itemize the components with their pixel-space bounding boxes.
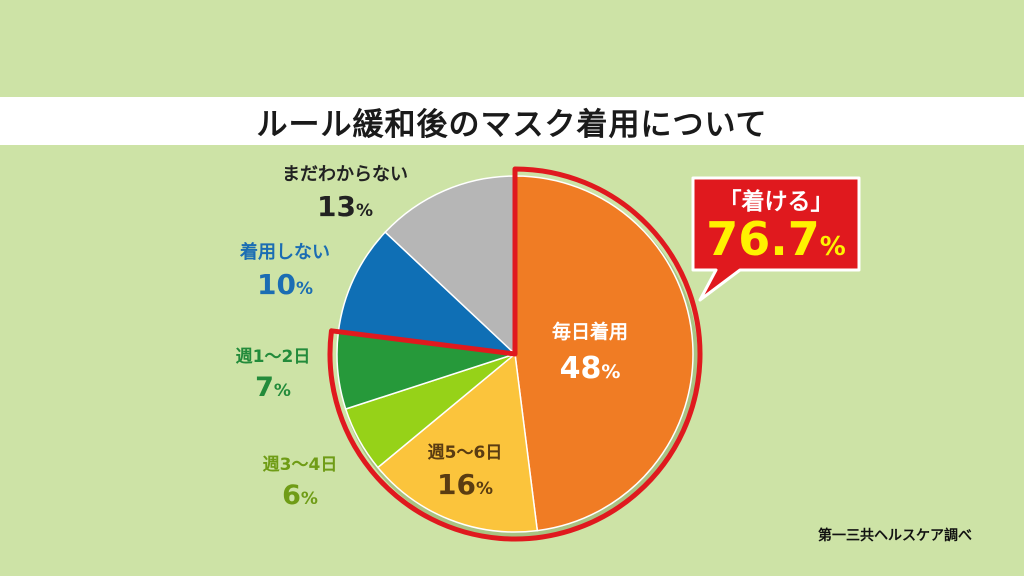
slice-value-4: 7% [255,372,291,403]
source-note: 第一三共ヘルスケア調べ [818,528,972,544]
slice-label-1: 毎日着用 [552,320,628,343]
slice-label-3: 週3〜4日 [263,455,338,475]
slice-value-2: 16% [437,468,493,501]
highlight-outline [327,166,703,542]
slice-label-4: 週1〜2日 [236,347,311,367]
slice-value-5: 10% [257,268,313,301]
slice-label-5: 着用しない [239,241,330,263]
slice-labels: 毎日着用 48% 週5〜6日 16% 週3〜4日 6% 週1〜2日 7% 着用しない 10% まだわ… [236,164,628,511]
slice-value-6: 13% [317,190,373,223]
highlight-outline-path [327,166,703,542]
callout-label: 「着ける」 [719,188,834,215]
pie-slices [336,175,698,539]
slice-value-1: 48% [560,351,621,386]
slice-label-2: 週5〜6日 [428,443,503,463]
pie-slice-2 [376,352,539,533]
chart-title: ルール緩和後のマスク着用について [256,106,768,143]
callout-shape [691,176,861,302]
callout-bubble: 「着ける」 76.7% [691,176,861,302]
title-band: ルール緩和後のマスク着用について [0,97,1024,145]
pie-slice-5 [337,231,518,356]
callout-value: 76.7% [706,212,846,266]
pie-slice-6 [384,175,516,356]
slice-value-3: 6% [282,480,318,511]
slice-label-6: まだわからない [282,164,408,185]
pie-slice-1 [514,175,694,532]
